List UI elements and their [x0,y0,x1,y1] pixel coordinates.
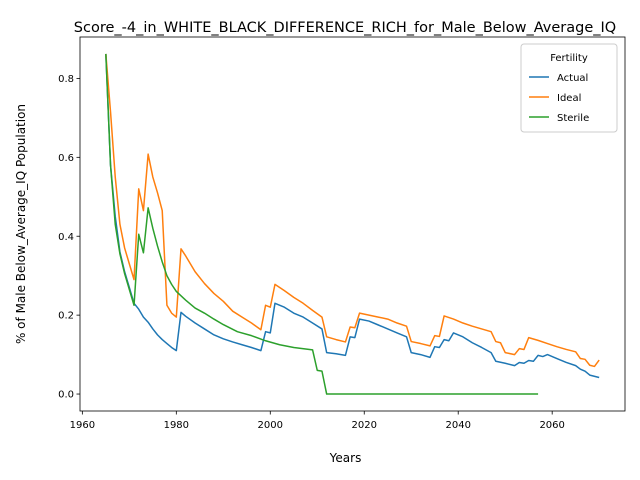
y-tick-label: 0.0 [58,390,74,401]
legend-title: Fertility [550,53,588,64]
legend-label-sterile: Sterile [557,113,589,124]
series-line-sterile [105,53,539,395]
x-tick-label: 2040 [445,420,470,431]
y-tick-label: 0.8 [58,74,74,85]
x-tick-label: 1960 [70,420,95,431]
chart-title: Score_-4_in_WHITE_BLACK_DIFFERENCE_RICH_… [74,20,616,36]
y-axis-label: % of Male Below_Average_IQ Population [14,104,28,344]
legend-label-actual: Actual [557,73,588,84]
legend-box [520,43,618,133]
axes-layer: 1960 1980 2000 2020 2040 2060 0.0 0.2 0.4 0.6 0.8 [58,36,626,431]
series-line-actual [105,53,600,379]
y-tick-label: 0.4 [58,232,74,243]
legend-label-ideal: Ideal [557,93,581,104]
x-tick-label: 2020 [352,420,377,431]
series-line-ideal [105,53,600,368]
x-tick-label: 2060 [539,420,564,431]
x-tick-label: 1980 [164,420,189,431]
x-tick-label: 2000 [258,420,283,431]
y-tick-label: 0.2 [58,311,74,322]
legend: Fertility Actual Ideal Sterile [520,43,618,133]
x-axis-label: Years [329,451,362,465]
y-tick-label: 0.6 [58,153,74,164]
plot-frame [79,36,626,412]
series-layer [105,53,600,395]
